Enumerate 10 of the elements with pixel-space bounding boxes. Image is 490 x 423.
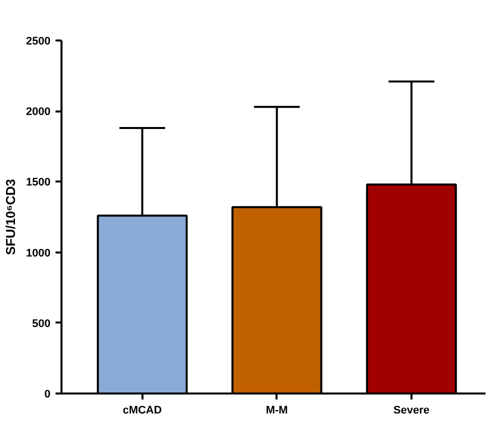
x-tick-label: M-M	[266, 404, 288, 416]
y-tick-label: 0	[44, 388, 51, 400]
y-axis-title: SFU/10⁶CD3	[3, 178, 18, 256]
x-tick-label: cMCAD	[122, 404, 162, 416]
y-tick-label: 2500	[26, 36, 51, 48]
y-tick-label: 500	[32, 318, 51, 330]
x-tick-label: Severe	[393, 404, 430, 416]
y-tick-label: 1500	[26, 176, 51, 189]
y-tick-label: 2000	[26, 106, 51, 118]
y-tick-label: 1000	[26, 247, 51, 260]
